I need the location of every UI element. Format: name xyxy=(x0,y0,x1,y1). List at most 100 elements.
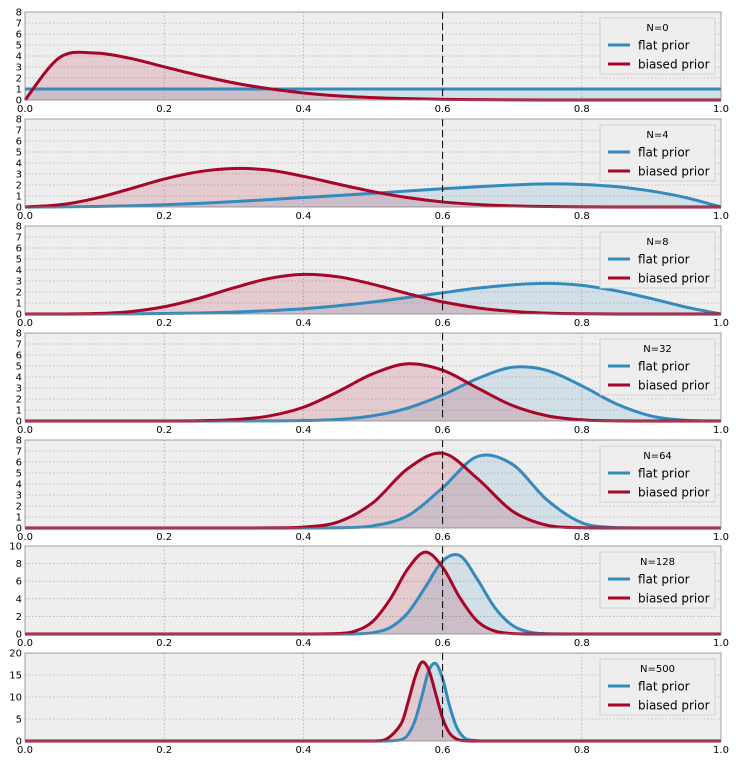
legend-label: biased prior xyxy=(638,272,710,286)
axes-frame xyxy=(24,332,722,422)
legend-label: biased prior xyxy=(638,592,710,606)
area-flat-prior xyxy=(25,283,721,314)
y-tick-label: 3 xyxy=(16,384,22,395)
x-tick-label: 0.6 xyxy=(435,104,451,115)
y-tick-label: 6 xyxy=(16,577,22,588)
x-tick-label: 0.0 xyxy=(17,104,33,115)
x-tick-label: 0.2 xyxy=(156,745,172,756)
x-tick-label: 0.8 xyxy=(574,425,590,436)
line-flat-prior xyxy=(24,182,722,209)
axes-frame xyxy=(24,439,722,529)
x-tick-label: 0.0 xyxy=(17,318,33,329)
legend-label: biased prior xyxy=(638,699,710,713)
x-tick-label: 0.2 xyxy=(156,211,172,222)
y-tick-label: 3 xyxy=(16,277,22,288)
x-tick-label: 0.6 xyxy=(435,532,451,543)
legend-label: flat prior xyxy=(638,253,690,267)
x-tick-label: 0.6 xyxy=(435,318,451,329)
x-tick-label: 0.4 xyxy=(295,532,311,543)
x-tick-label: 0.4 xyxy=(295,638,311,649)
y-tick-label: 2 xyxy=(16,181,22,192)
y-tick-label: 6 xyxy=(16,244,22,255)
y-tick-label: 5 xyxy=(16,41,22,52)
y-tick-label: 10 xyxy=(9,542,22,553)
legend-label: biased prior xyxy=(638,165,710,179)
x-tick-label: 0.2 xyxy=(156,638,172,649)
legend-label: biased prior xyxy=(638,58,710,72)
y-tick-label: 20 xyxy=(9,649,22,660)
y-tick-label: 8 xyxy=(16,222,22,233)
x-tick-label: 1.0 xyxy=(713,211,729,222)
y-tick-label: 2 xyxy=(16,395,22,406)
y-tick-label: 4 xyxy=(16,373,22,384)
y-tick-label: 4 xyxy=(16,159,22,170)
x-tick-label: 0.8 xyxy=(574,211,590,222)
legend: N=4 flat prior biased prior xyxy=(599,124,716,182)
x-tick-label: 0.2 xyxy=(156,104,172,115)
y-tick-label: 3 xyxy=(16,63,22,74)
x-tick-label: 0.4 xyxy=(295,211,311,222)
x-tick-label: 0.8 xyxy=(574,318,590,329)
legend: N=32 flat prior biased prior xyxy=(599,338,716,396)
legend-label: flat prior xyxy=(638,467,690,481)
x-tick-label: 1.0 xyxy=(713,745,729,756)
y-tick-label: 8 xyxy=(16,8,22,19)
x-tick-label: 1.0 xyxy=(713,532,729,543)
legend: N=64 flat prior biased prior xyxy=(599,445,716,503)
axes-frame xyxy=(24,545,722,635)
y-tick-label: 7 xyxy=(16,447,22,458)
y-tick-label: 7 xyxy=(16,340,22,351)
x-tick-label: 0.4 xyxy=(295,104,311,115)
x-tick-label: 0.8 xyxy=(574,532,590,543)
legend-label: flat prior xyxy=(638,146,690,160)
y-tick-label: 5 xyxy=(16,715,22,726)
legend: N=500 flat prior biased prior xyxy=(599,658,716,716)
area-biased-prior xyxy=(25,274,721,314)
x-tick-label: 0.6 xyxy=(435,638,451,649)
x-tick-label: 0.0 xyxy=(17,532,33,543)
legend-label: flat prior xyxy=(638,39,690,53)
y-tick-label: 0 xyxy=(16,737,22,748)
x-tick-label: 0.6 xyxy=(435,745,451,756)
x-tick-label: 0.4 xyxy=(295,745,311,756)
y-tick-label: 0 xyxy=(16,417,22,428)
y-tick-label: 3 xyxy=(16,491,22,502)
y-tick-label: 5 xyxy=(16,469,22,480)
legend: N=8 flat prior biased prior xyxy=(599,231,716,289)
y-tick-label: 6 xyxy=(16,351,22,362)
y-tick-label: 0 xyxy=(16,524,22,535)
y-tick-label: 1 xyxy=(16,406,22,417)
y-tick-label: 7 xyxy=(16,19,22,30)
legend-title: N=0 xyxy=(646,23,668,34)
y-tick-label: 0 xyxy=(16,203,22,214)
x-tick-label: 0.0 xyxy=(17,638,33,649)
y-tick-label: 10 xyxy=(9,693,22,704)
x-tick-label: 0.6 xyxy=(435,211,451,222)
y-tick-label: 8 xyxy=(16,329,22,340)
y-tick-label: 0 xyxy=(16,310,22,321)
legend: N=0 flat prior biased prior xyxy=(599,17,716,75)
y-tick-label: 4 xyxy=(16,266,22,277)
x-tick-label: 1.0 xyxy=(713,425,729,436)
y-tick-label: 5 xyxy=(16,362,22,373)
y-tick-label: 6 xyxy=(16,137,22,148)
legend-label: flat prior xyxy=(638,360,690,374)
x-tick-label: 0.0 xyxy=(17,425,33,436)
y-tick-label: 2 xyxy=(16,74,22,85)
area-biased-prior xyxy=(25,363,721,421)
legend-label: flat prior xyxy=(638,573,690,587)
x-tick-label: 1.0 xyxy=(713,104,729,115)
legend-title: N=8 xyxy=(646,237,668,248)
x-tick-label: 0.8 xyxy=(574,638,590,649)
y-tick-label: 3 xyxy=(16,170,22,181)
area-flat-prior xyxy=(25,366,721,421)
x-tick-label: 0.0 xyxy=(17,745,33,756)
legend-label: flat prior xyxy=(638,680,690,694)
axes-frame xyxy=(24,118,722,208)
y-tick-label: 2 xyxy=(16,612,22,623)
subplot-N-128: 0.0 0.2 0.4 0.6 0.8 1.0 0 2 4 6 8 10 N=128 flat prior… xyxy=(9,542,729,650)
